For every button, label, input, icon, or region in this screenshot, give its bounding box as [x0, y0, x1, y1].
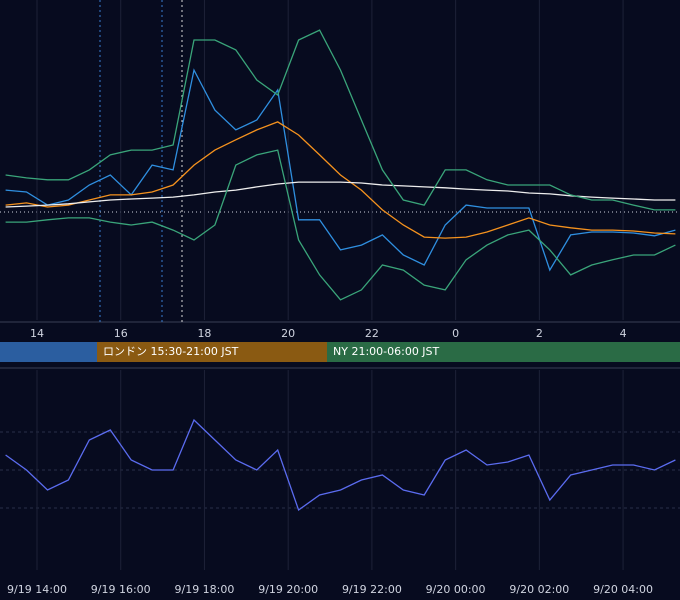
x-tick-label: 16 — [114, 327, 128, 340]
series-line — [5, 29, 676, 211]
series-line — [5, 68, 676, 272]
session-bar — [97, 342, 327, 362]
x-tick-label: 9/19 18:00 — [174, 583, 234, 596]
series-line — [5, 149, 676, 301]
x-tick-label: 9/19 16:00 — [91, 583, 151, 596]
series-line — [5, 181, 676, 208]
session-bar — [0, 342, 97, 362]
x-tick-label: 0 — [452, 327, 459, 340]
x-tick-label: 22 — [365, 327, 379, 340]
x-tick-label: 20 — [281, 327, 295, 340]
x-tick-label: 4 — [620, 327, 627, 340]
series-line — [5, 121, 676, 239]
x-tick-label: 9/19 14:00 — [7, 583, 67, 596]
x-tick-label: 9/20 02:00 — [509, 583, 569, 596]
x-tick-label: 9/19 20:00 — [258, 583, 318, 596]
series-line — [5, 418, 676, 512]
x-tick-label: 9/19 22:00 — [342, 583, 402, 596]
x-tick-label: 9/20 04:00 — [593, 583, 653, 596]
x-tick-label: 18 — [197, 327, 211, 340]
x-tick-label: 14 — [30, 327, 44, 340]
session-label: ロンドン 15:30-21:00 JST — [103, 345, 239, 358]
session-bar — [327, 342, 680, 362]
x-tick-label: 9/20 00:00 — [426, 583, 486, 596]
session-label: NY 21:00-06:00 JST — [333, 345, 440, 358]
x-tick-label: 2 — [536, 327, 543, 340]
